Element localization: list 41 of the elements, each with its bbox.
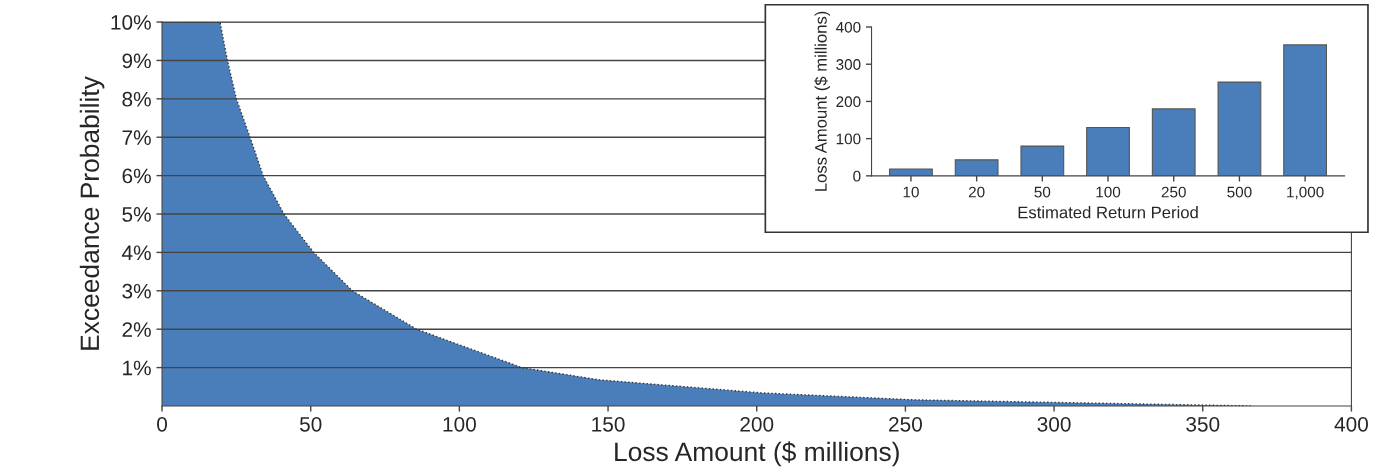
x-tick-label: 50 bbox=[1034, 186, 1051, 198]
x-axis-title: Loss Amount ($ millions) bbox=[615, 441, 899, 467]
x-axis-title: Estimated Return Period bbox=[1018, 206, 1198, 219]
y-tick-label: 6% bbox=[122, 168, 151, 184]
y-tick-label: 8% bbox=[122, 91, 151, 107]
bar bbox=[1020, 145, 1065, 176]
bar bbox=[1086, 126, 1130, 176]
bar bbox=[1217, 81, 1262, 176]
x-tick-label: 350 bbox=[1186, 416, 1220, 432]
x-tick-label: 150 bbox=[592, 416, 625, 432]
x-tick-label: 100 bbox=[1096, 186, 1121, 198]
x-tick-label: 250 bbox=[1161, 186, 1186, 198]
y-axis-title: Exceedance Probability bbox=[79, 76, 105, 350]
y-tick-label: 9% bbox=[122, 53, 151, 69]
y-tick-label: 300 bbox=[836, 59, 861, 70]
x-tick-label: 400 bbox=[1334, 416, 1368, 432]
y-tick-label: 10% bbox=[111, 15, 151, 30]
y-axis-title: Loss Amount ($ millions) bbox=[814, 11, 831, 191]
bar bbox=[954, 159, 999, 176]
bar bbox=[1283, 44, 1328, 176]
y-tick-label: 0 bbox=[853, 170, 861, 182]
bar bbox=[1151, 108, 1196, 176]
y-tick-label: 3% bbox=[122, 283, 151, 299]
y-tick-label: 100 bbox=[836, 133, 861, 145]
x-tick-label: 500 bbox=[1227, 186, 1252, 198]
x-tick-label: 100 bbox=[443, 416, 476, 432]
x-tick-label: 250 bbox=[889, 416, 922, 432]
y-tick-label: 4% bbox=[121, 245, 151, 261]
y-tick-label: 400 bbox=[835, 21, 861, 33]
x-tick-label: 200 bbox=[740, 416, 774, 432]
x-tick-label: 0 bbox=[157, 416, 168, 432]
y-tick-label: 200 bbox=[836, 96, 861, 108]
y-tick-label: 2% bbox=[122, 322, 151, 337]
y-tick-label: 5% bbox=[122, 207, 151, 222]
x-tick-label: 300 bbox=[1037, 416, 1071, 432]
x-tick-label: 10 bbox=[903, 186, 919, 198]
y-tick-label: 7% bbox=[122, 130, 151, 145]
x-tick-label: 1,000 bbox=[1287, 186, 1324, 200]
y-tick-label: 1% bbox=[123, 360, 151, 376]
x-tick-label: 20 bbox=[968, 186, 985, 198]
x-tick-label: 50 bbox=[299, 416, 322, 432]
